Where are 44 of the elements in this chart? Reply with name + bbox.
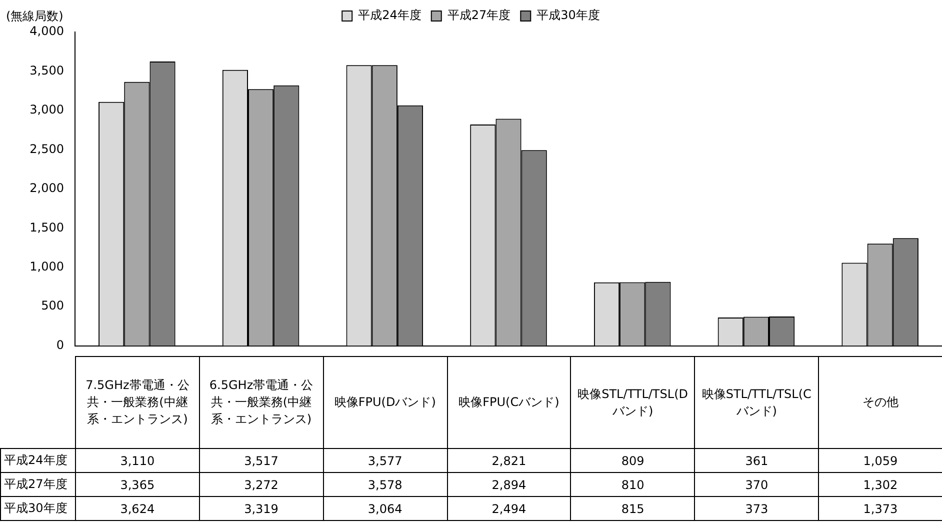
y-tick-label: 2,500	[30, 142, 64, 156]
data-label: 3,624	[76, 496, 200, 520]
y-tick-label: 3,000	[30, 102, 64, 117]
x-tick-label: その他	[818, 356, 942, 448]
x-tick-label: 映像FPU(Dバンド)	[323, 356, 448, 448]
legend-label: 平成24年度	[358, 8, 422, 22]
y-tick-label: 4,000	[30, 24, 64, 38]
data-label: 2,821	[447, 448, 571, 472]
text: 平成27年度	[4, 477, 68, 491]
data-label: 3,319	[199, 496, 324, 520]
data-label: 3,365	[76, 472, 200, 496]
data-label: 370	[694, 472, 819, 496]
text: 平成30年度	[4, 501, 68, 515]
y-tick-label: 1,500	[30, 220, 64, 234]
y-tick-label: 500	[41, 298, 64, 313]
y-tick-label: 0	[56, 338, 64, 352]
data-label: 3,110	[76, 448, 200, 472]
y-tick-label: 3,500	[30, 63, 64, 78]
data-label: 3,578	[323, 472, 448, 496]
data-label: 373	[694, 496, 819, 520]
data-label: 810	[570, 472, 695, 496]
data-label: 815	[570, 496, 695, 520]
x-tick-label: 映像FPU(Cバンド)	[447, 356, 571, 448]
y-axis-title: (無線局数)	[6, 8, 64, 25]
x-tick-label: 映像STL/TTL/TSL(Dバンド)	[570, 356, 695, 448]
legend-label: 平成27年度	[447, 8, 511, 22]
data-label: 3,517	[199, 448, 324, 472]
data-label: 809	[570, 448, 695, 472]
x-tick-label: 6.5GHz帯電通・公共・一般業務(中継系・エントランス)	[199, 356, 324, 448]
x-tick-label: 映像STL/TTL/TSL(Cバンド)	[694, 356, 819, 448]
y-tick-label: 1,000	[30, 259, 64, 274]
data-label: 2,894	[447, 472, 571, 496]
text: 平成24年度	[4, 453, 68, 467]
legend-label: 平成30年度	[536, 8, 600, 22]
y-tick-label: 2,000	[30, 181, 64, 196]
data-label: 1,059	[818, 448, 942, 472]
data-label: 2,494	[447, 496, 571, 520]
data-label: 3,577	[323, 448, 448, 472]
data-label: 1,373	[818, 496, 942, 520]
data-label: 361	[694, 448, 819, 472]
data-label: 3,064	[323, 496, 448, 520]
data-label: 3,272	[199, 472, 324, 496]
x-tick-label: 7.5GHz帯電通・公共・一般業務(中継系・エントランス)	[76, 356, 200, 448]
data-label: 1,302	[818, 472, 942, 496]
